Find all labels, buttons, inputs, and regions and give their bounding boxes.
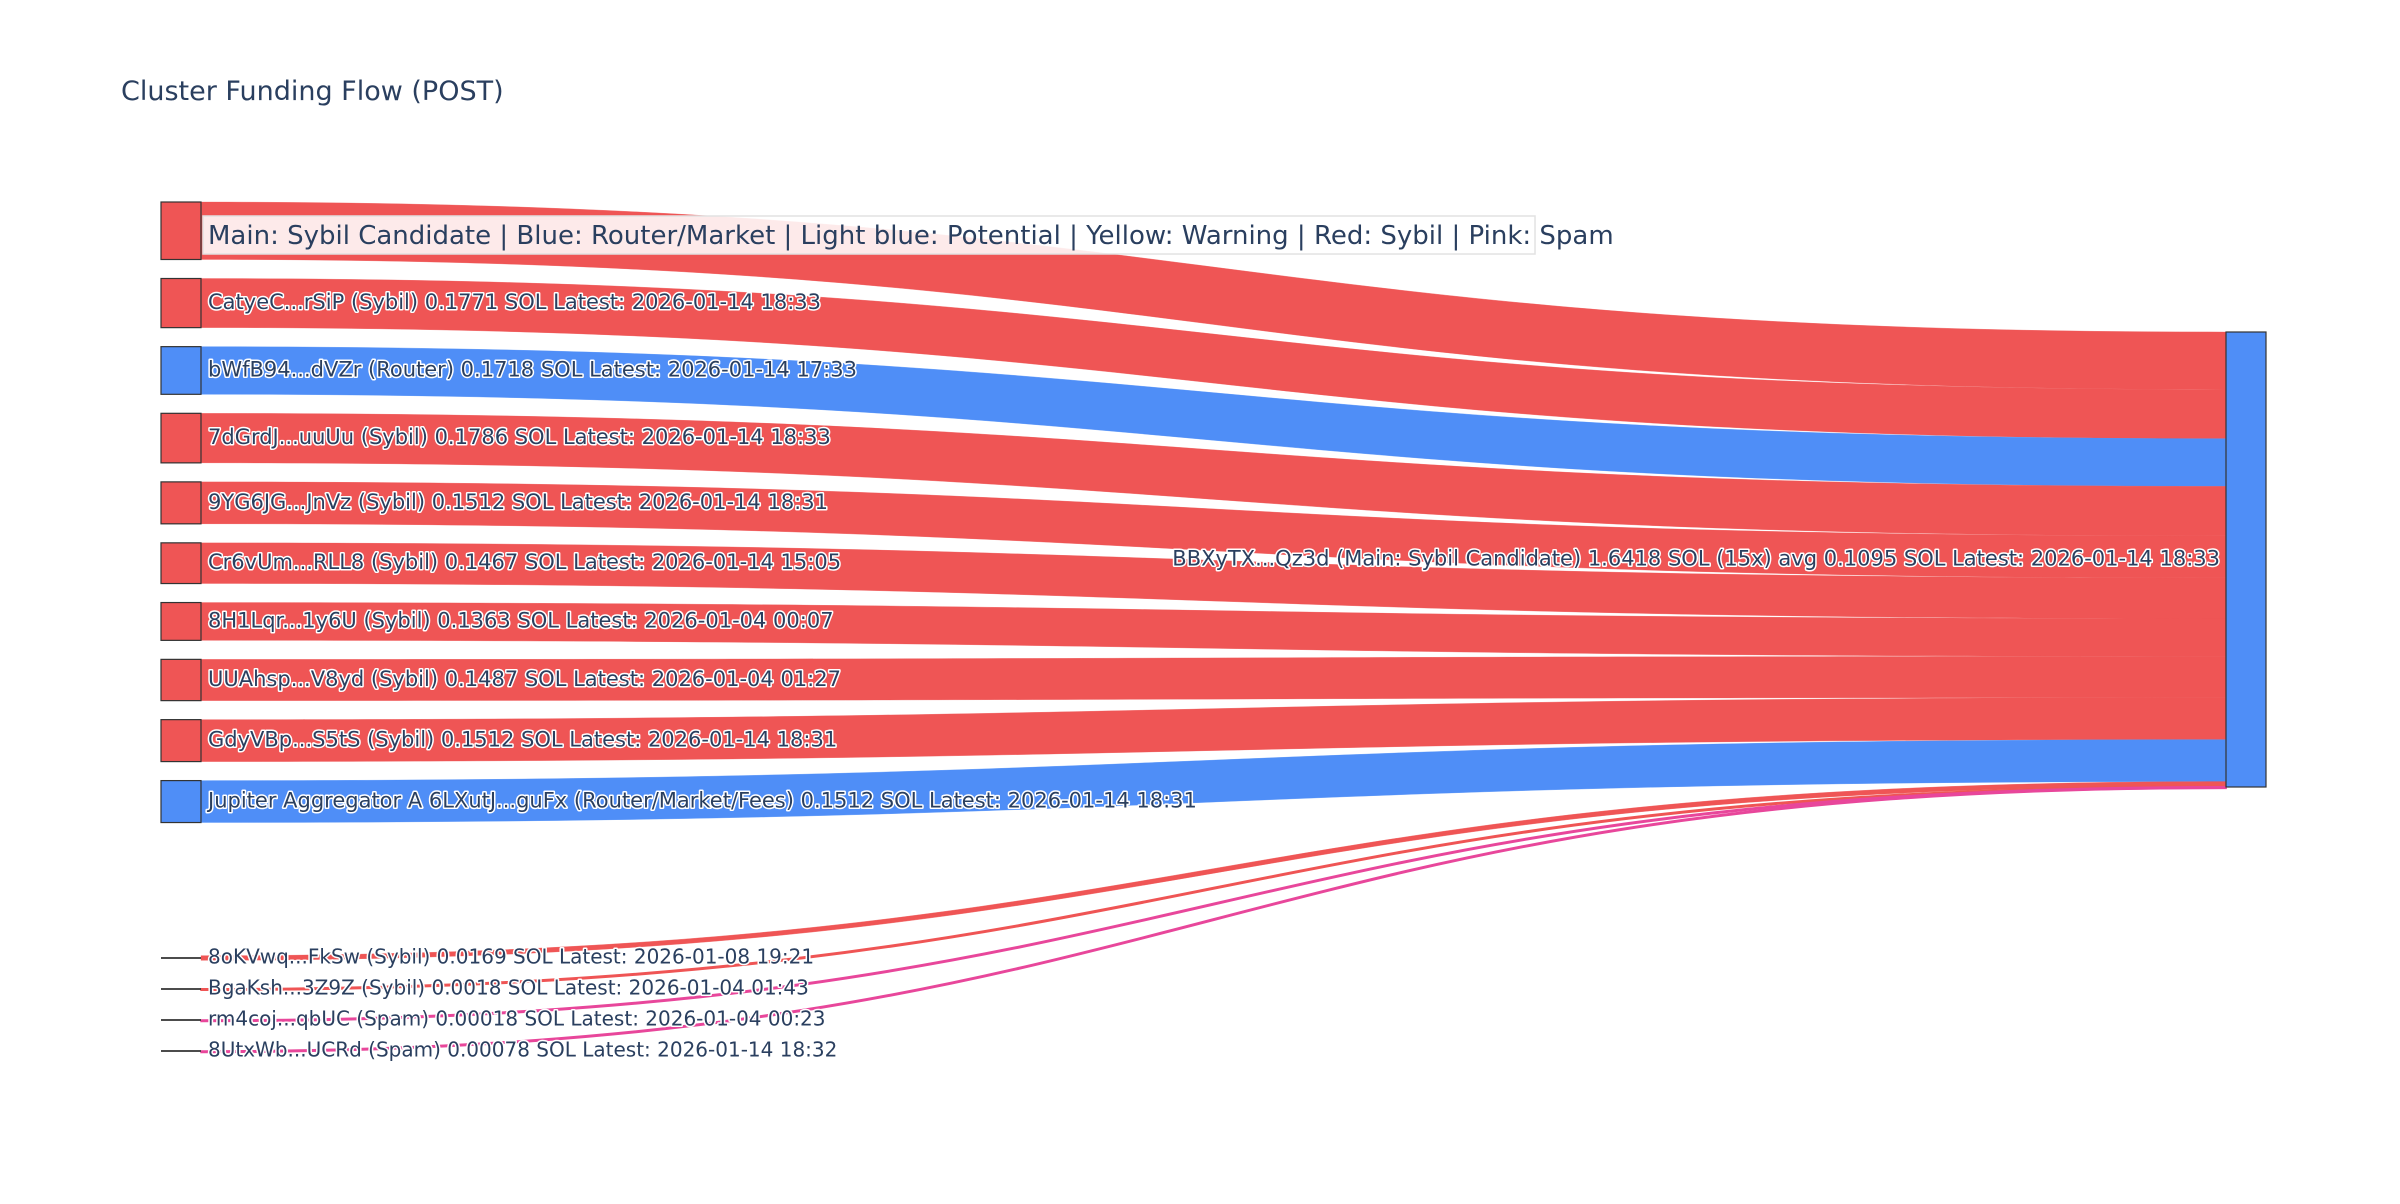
nodes-layer bbox=[160, 201, 2267, 1052]
source-node[interactable] bbox=[160, 201, 202, 261]
source-node[interactable] bbox=[160, 412, 202, 464]
legend-annotation-text: Main: Sybil Candidate | Blue: Router/Mar… bbox=[208, 221, 1614, 251]
legend-annotation-box bbox=[202, 215, 1536, 255]
source-node-label: CatyeC...rSiP (Sybil) 0.1771 SOL Latest:… bbox=[208, 290, 821, 314]
sankey-link bbox=[200, 786, 2227, 1054]
source-node-label: Jupiter Aggregator A 6LXutJ...guFx (Rout… bbox=[206, 789, 1197, 813]
labels-layer: CatyeC...rSiP (Sybil) 0.1771 SOL Latest:… bbox=[205, 289, 2222, 1063]
source-node-label: bWfB94...dVZr (Router) 0.1718 SOL Latest… bbox=[208, 357, 857, 381]
target-node[interactable] bbox=[2225, 331, 2267, 788]
source-node-label: 9YG6JG...JnVz (Sybil) 0.1512 SOL Latest:… bbox=[208, 490, 828, 514]
source-node[interactable] bbox=[160, 481, 202, 525]
source-node[interactable] bbox=[160, 779, 202, 824]
source-node[interactable] bbox=[160, 601, 202, 641]
source-node-label: 8UtxWb...UCRd (Spam) 0.00078 SOL Latest:… bbox=[208, 1038, 837, 1062]
source-node-label: 8oKVwq...FkSw (Sybil) 0.0169 SOL Latest:… bbox=[208, 945, 814, 969]
source-node[interactable] bbox=[160, 542, 202, 585]
chart-title: Cluster Funding Flow (POST) bbox=[121, 76, 504, 107]
source-node[interactable] bbox=[160, 719, 202, 763]
source-node-label: BgaKsh...3Z9Z (Sybil) 0.0018 SOL Latest:… bbox=[208, 976, 809, 1000]
source-node[interactable] bbox=[160, 346, 202, 395]
source-node-label: rm4coj...qbUC (Spam) 0.00018 SOL Latest:… bbox=[208, 1007, 826, 1031]
source-node-label: 8H1Lqr...1y6U (Sybil) 0.1363 SOL Latest:… bbox=[208, 608, 834, 632]
source-node[interactable] bbox=[160, 658, 202, 702]
legend-annotation: Main: Sybil Candidate | Blue: Router/Mar… bbox=[202, 215, 1614, 255]
source-node[interactable] bbox=[160, 277, 202, 329]
links-layer bbox=[200, 201, 2227, 1054]
source-node-label: Cr6vUm...RLL8 (Sybil) 0.1467 SOL Latest:… bbox=[208, 550, 841, 574]
source-node-label: GdyVBp...S5tS (Sybil) 0.1512 SOL Latest:… bbox=[208, 728, 837, 752]
source-node-label: 7dGrdJ...uuUu (Sybil) 0.1786 SOL Latest:… bbox=[208, 425, 831, 449]
target-node-label: BBXyTX...Qz3d (Main: Sybil Candidate) 1.… bbox=[1172, 547, 2220, 571]
source-node-label: UUAhsp...V8yd (Sybil) 0.1487 SOL Latest:… bbox=[208, 667, 841, 691]
